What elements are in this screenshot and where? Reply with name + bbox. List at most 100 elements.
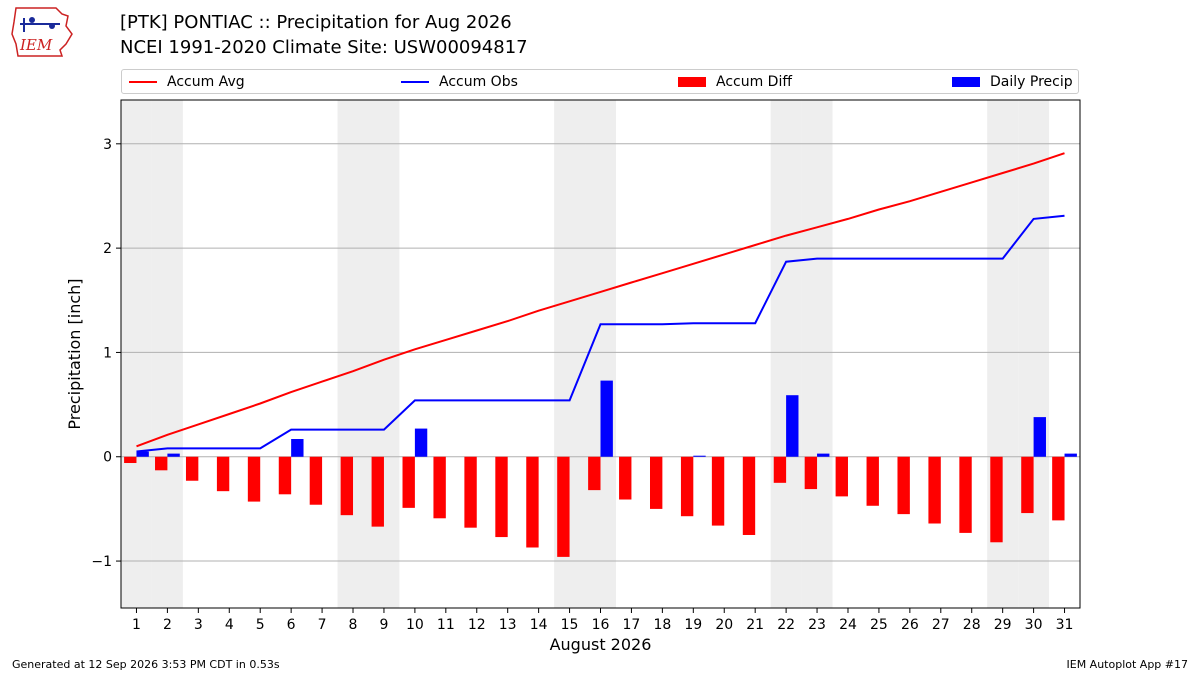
x-tick-label: 22 bbox=[777, 617, 795, 633]
legend-swatch-accum-diff bbox=[678, 76, 706, 87]
x-tick-label: 31 bbox=[1056, 617, 1074, 633]
accum-diff-bar bbox=[464, 456, 477, 528]
y-tick-label: 0 bbox=[103, 450, 112, 466]
y-tick-label: 2 bbox=[103, 241, 112, 257]
daily-precip-bar bbox=[136, 451, 149, 457]
legend-swatch-accum-avg bbox=[129, 80, 157, 83]
x-tick-label: 18 bbox=[653, 617, 671, 633]
weekend-band-9 bbox=[368, 100, 400, 608]
accum-diff-bar bbox=[278, 456, 292, 495]
daily-precip-bar bbox=[291, 439, 304, 457]
legend-label-accum-diff: Accum Diff bbox=[716, 73, 793, 90]
legend-label-accum-avg: Accum Avg bbox=[167, 73, 245, 90]
accum-diff-bar bbox=[1021, 456, 1034, 514]
accum-diff-bar bbox=[773, 456, 787, 483]
y-tick-label: −1 bbox=[91, 554, 112, 570]
footer-app: IEM Autoplot App #17 bbox=[1066, 658, 1189, 671]
x-axis-label: August 2026 bbox=[550, 635, 652, 654]
accum-diff-bar bbox=[124, 456, 137, 464]
x-tick-label: 21 bbox=[746, 617, 764, 633]
accum-obs-line bbox=[136, 214, 1065, 453]
bar-series bbox=[124, 380, 1077, 557]
x-tick-label: 23 bbox=[808, 617, 826, 633]
x-tick-label: 5 bbox=[256, 617, 265, 633]
x-tick-label: 25 bbox=[870, 617, 888, 633]
accum-avg-line bbox=[136, 152, 1065, 448]
accum-diff-bar bbox=[742, 456, 756, 535]
legend-item-accum-diff: Accum Diff bbox=[678, 70, 792, 93]
x-tick-label: 8 bbox=[349, 617, 358, 633]
weekend-bands bbox=[121, 100, 1050, 608]
x-tick-label: 11 bbox=[437, 617, 455, 633]
daily-precip-bar bbox=[1064, 453, 1077, 457]
y-tick-label: 1 bbox=[103, 345, 112, 361]
accum-diff-bar bbox=[433, 456, 446, 519]
line-series bbox=[136, 152, 1065, 453]
x-tick-label: 29 bbox=[994, 617, 1012, 633]
daily-precip-bar bbox=[600, 380, 613, 457]
x-tick-label: 27 bbox=[932, 617, 950, 633]
accum-diff-bar bbox=[680, 456, 694, 517]
accum-diff-bar bbox=[866, 456, 879, 506]
x-tick-label: 4 bbox=[225, 617, 234, 633]
weekend-band-8 bbox=[337, 100, 369, 608]
x-tick-label: 24 bbox=[839, 617, 857, 633]
x-tick-label: 3 bbox=[194, 617, 203, 633]
weekend-band-1 bbox=[121, 100, 152, 608]
legend-label-accum-obs: Accum Obs bbox=[439, 73, 518, 90]
accum-diff-bar bbox=[526, 456, 539, 548]
x-tick-label: 14 bbox=[530, 617, 548, 633]
x-tick-label: 28 bbox=[963, 617, 981, 633]
accum-diff-bar bbox=[711, 456, 725, 526]
x-tick-label: 17 bbox=[623, 617, 641, 633]
accum-diff-bar bbox=[1052, 456, 1065, 521]
legend: Accum Avg Accum Obs Accum Diff Daily Pre… bbox=[121, 69, 1079, 94]
accum-diff-bar bbox=[649, 456, 663, 509]
x-tick-label: 19 bbox=[684, 617, 702, 633]
weekend-band-16 bbox=[585, 100, 616, 608]
legend-swatch-daily-precip bbox=[952, 76, 980, 87]
legend-item-accum-obs: Accum Obs bbox=[401, 70, 518, 93]
x-axis: 1 2 3 4 5 6 7 8 9 10 11 12 13 14 15 16 17 18 19 20 21 22 23 24 2… bbox=[132, 608, 1073, 633]
weekend-band-23 bbox=[801, 100, 833, 608]
y-tick-label: 3 bbox=[103, 137, 112, 153]
daily-precip-bar bbox=[1033, 417, 1046, 457]
accum-diff-bar bbox=[216, 456, 230, 492]
x-tick-label: 9 bbox=[379, 617, 388, 633]
x-tick-label: 7 bbox=[318, 617, 327, 633]
accum-diff-bar bbox=[835, 456, 848, 497]
daily-precip-bar bbox=[786, 395, 799, 457]
accum-diff-bar bbox=[557, 456, 570, 557]
x-tick-label: 16 bbox=[592, 617, 610, 633]
accum-diff-bar bbox=[928, 456, 941, 524]
footer-generated: Generated at 12 Sep 2026 3:53 PM CDT in … bbox=[12, 658, 280, 671]
accum-diff-bar bbox=[588, 456, 601, 491]
x-tick-label: 12 bbox=[468, 617, 486, 633]
accum-diff-bar bbox=[990, 456, 1003, 543]
accum-diff-bar bbox=[804, 456, 818, 490]
x-tick-label: 2 bbox=[163, 617, 172, 633]
legend-label-daily-precip: Daily Precip bbox=[990, 73, 1073, 90]
accum-diff-bar bbox=[247, 456, 261, 502]
weekend-band-22 bbox=[770, 100, 802, 608]
daily-precip-bar bbox=[167, 453, 180, 457]
accum-diff-bar bbox=[959, 456, 972, 533]
accum-diff-bar bbox=[155, 456, 168, 471]
accum-diff-bar bbox=[340, 456, 354, 516]
iem-logo: IEM bbox=[11, 7, 73, 57]
chart-title: [PTK] PONTIAC :: Precipitation for Aug 2… bbox=[120, 12, 512, 33]
logo-text: IEM bbox=[19, 36, 53, 54]
y-axis: −1 0 1 2 3 bbox=[91, 137, 121, 570]
accum-diff-bar bbox=[185, 456, 199, 481]
chart-subtitle: NCEI 1991-2020 Climate Site: USW00094817 bbox=[120, 37, 528, 58]
legend-swatch-accum-obs bbox=[401, 80, 429, 83]
x-tick-label: 13 bbox=[499, 617, 517, 633]
weekend-band-2 bbox=[151, 100, 183, 608]
x-tick-label: 1 bbox=[132, 617, 141, 633]
x-tick-label: 30 bbox=[1025, 617, 1043, 633]
accum-diff-bar bbox=[402, 456, 415, 508]
daily-precip-bar bbox=[817, 453, 830, 457]
x-tick-label: 10 bbox=[406, 617, 424, 633]
x-tick-label: 6 bbox=[287, 617, 296, 633]
